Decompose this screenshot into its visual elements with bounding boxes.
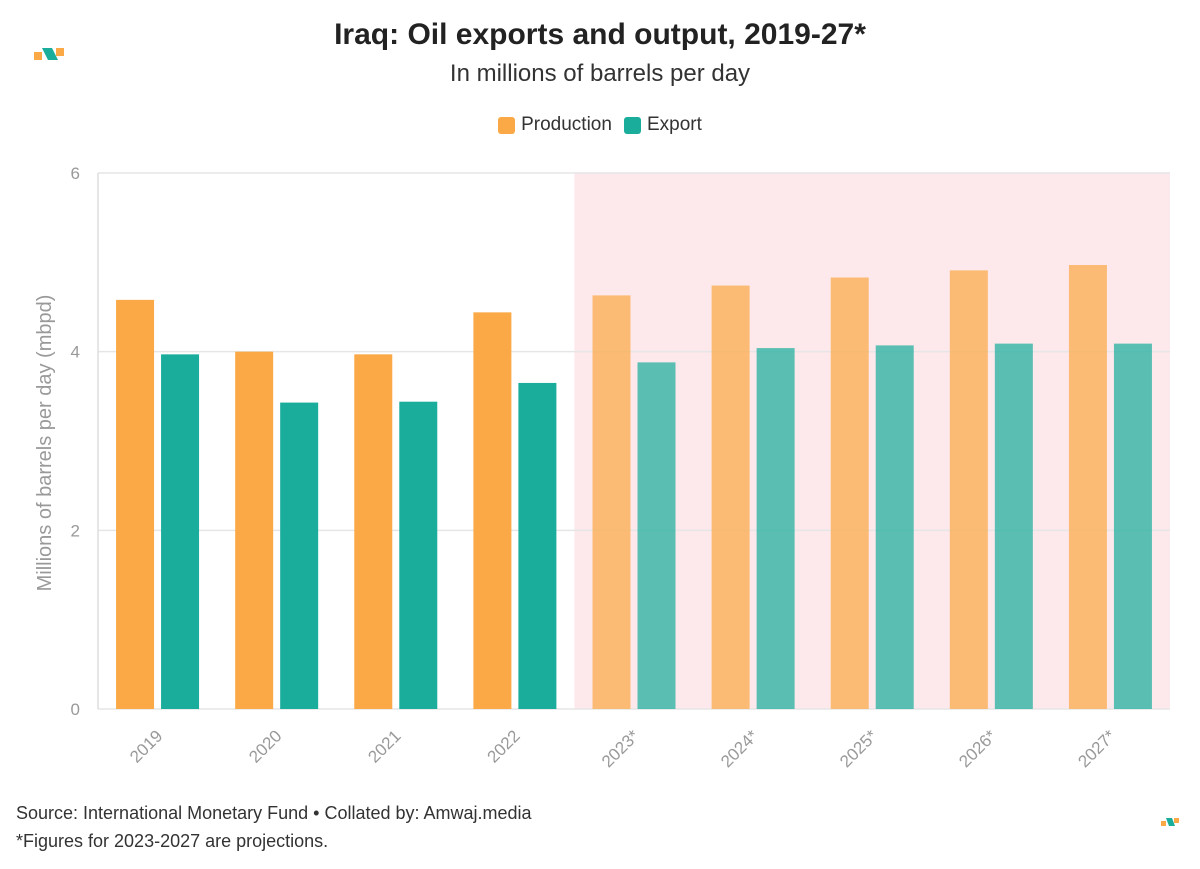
- bar-export-2024[interactable]: [756, 348, 795, 709]
- y-tick-label: 2: [71, 521, 80, 540]
- bar-export-2023[interactable]: [637, 362, 676, 709]
- chart-title: Iraq: Oil exports and output, 2019-27*: [334, 18, 866, 51]
- x-tick-label: 2023*: [598, 726, 643, 771]
- bar-export-2019[interactable]: [161, 354, 200, 709]
- legend-label-production: Production: [521, 114, 612, 135]
- bar-production-2024[interactable]: [711, 285, 750, 709]
- bar-export-2021[interactable]: [399, 401, 438, 709]
- legend-item-export[interactable]: Export: [623, 114, 702, 136]
- bar-production-2026[interactable]: [949, 270, 988, 709]
- bar-export-2026[interactable]: [994, 343, 1033, 709]
- legend-label-export: Export: [646, 114, 702, 135]
- bar-production-2019[interactable]: [116, 299, 155, 709]
- bar-production-2021[interactable]: [354, 354, 393, 709]
- amwaj-logo-icon: [34, 48, 64, 60]
- x-tick-label: 2019: [126, 726, 166, 766]
- bar-production-2025[interactable]: [830, 277, 869, 709]
- legend-item-production[interactable]: Production: [498, 114, 612, 136]
- x-tick-label: 2021: [364, 726, 404, 766]
- y-tick-label: 6: [71, 164, 80, 183]
- bar-production-2020[interactable]: [235, 351, 274, 709]
- x-tick-label: 2026*: [955, 726, 1000, 771]
- x-tick-label: 2024*: [717, 726, 762, 771]
- x-tick-label: 2027*: [1074, 726, 1119, 771]
- amwaj-small-logo-icon: [1161, 818, 1179, 826]
- projection-note: *Figures for 2023-2027 are projections.: [16, 831, 329, 851]
- legend-swatch-export: [623, 116, 641, 134]
- y-tick-label: 0: [71, 700, 80, 719]
- bar-production-2022[interactable]: [473, 312, 512, 709]
- x-tick-label: 2025*: [836, 726, 881, 771]
- bar-export-2020[interactable]: [280, 402, 319, 709]
- bar-export-2027[interactable]: [1113, 343, 1152, 709]
- source-note: Source: International Monetary Fund • Co…: [16, 803, 532, 823]
- y-axis-title: Millions of barrels per day (mbpd): [34, 295, 56, 592]
- bar-production-2027[interactable]: [1068, 265, 1107, 709]
- bar-production-2023[interactable]: [592, 295, 631, 709]
- chart-subtitle: In millions of barrels per day: [449, 60, 751, 87]
- x-tick-label: 2020: [245, 726, 285, 766]
- bar-export-2022[interactable]: [518, 382, 557, 709]
- legend-swatch-production: [498, 116, 516, 134]
- y-tick-label: 4: [71, 343, 80, 362]
- bar-export-2025[interactable]: [875, 345, 914, 709]
- x-tick-label: 2022: [484, 726, 524, 766]
- legend: Production Export: [0, 114, 1200, 136]
